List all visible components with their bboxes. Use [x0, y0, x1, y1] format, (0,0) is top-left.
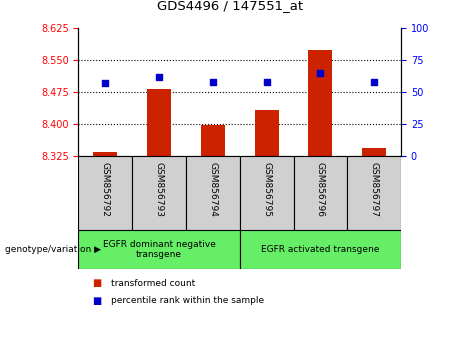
Text: genotype/variation ▶: genotype/variation ▶	[5, 245, 100, 254]
Bar	[347, 156, 401, 230]
Bar	[93, 152, 118, 156]
Bar	[294, 156, 347, 230]
Bar	[78, 230, 240, 269]
Text: GSM856792: GSM856792	[101, 162, 110, 217]
Bar	[186, 156, 240, 230]
Text: percentile rank within the sample: percentile rank within the sample	[111, 296, 264, 306]
Text: GSM856794: GSM856794	[208, 162, 217, 217]
Text: GDS4496 / 147551_at: GDS4496 / 147551_at	[158, 0, 303, 12]
Point	[317, 70, 324, 76]
Text: GSM856795: GSM856795	[262, 162, 271, 217]
Bar	[254, 110, 279, 156]
Bar	[240, 156, 294, 230]
Text: EGFR dominant negative
transgene: EGFR dominant negative transgene	[103, 240, 215, 259]
Bar	[308, 50, 332, 156]
Point	[101, 80, 109, 86]
Point	[263, 79, 270, 85]
Text: ■: ■	[92, 296, 101, 306]
Text: GSM856797: GSM856797	[370, 162, 378, 217]
Point	[371, 79, 378, 85]
Text: EGFR activated transgene: EGFR activated transgene	[261, 245, 379, 254]
Bar	[78, 156, 132, 230]
Text: ■: ■	[92, 278, 101, 288]
Text: transformed count: transformed count	[111, 279, 195, 288]
Bar	[240, 230, 401, 269]
Point	[209, 79, 217, 85]
Text: GSM856796: GSM856796	[316, 162, 325, 217]
Point	[155, 74, 163, 80]
Bar	[362, 148, 386, 156]
Bar	[201, 125, 225, 156]
Text: GSM856793: GSM856793	[154, 162, 164, 217]
Bar	[147, 88, 171, 156]
Bar	[132, 156, 186, 230]
